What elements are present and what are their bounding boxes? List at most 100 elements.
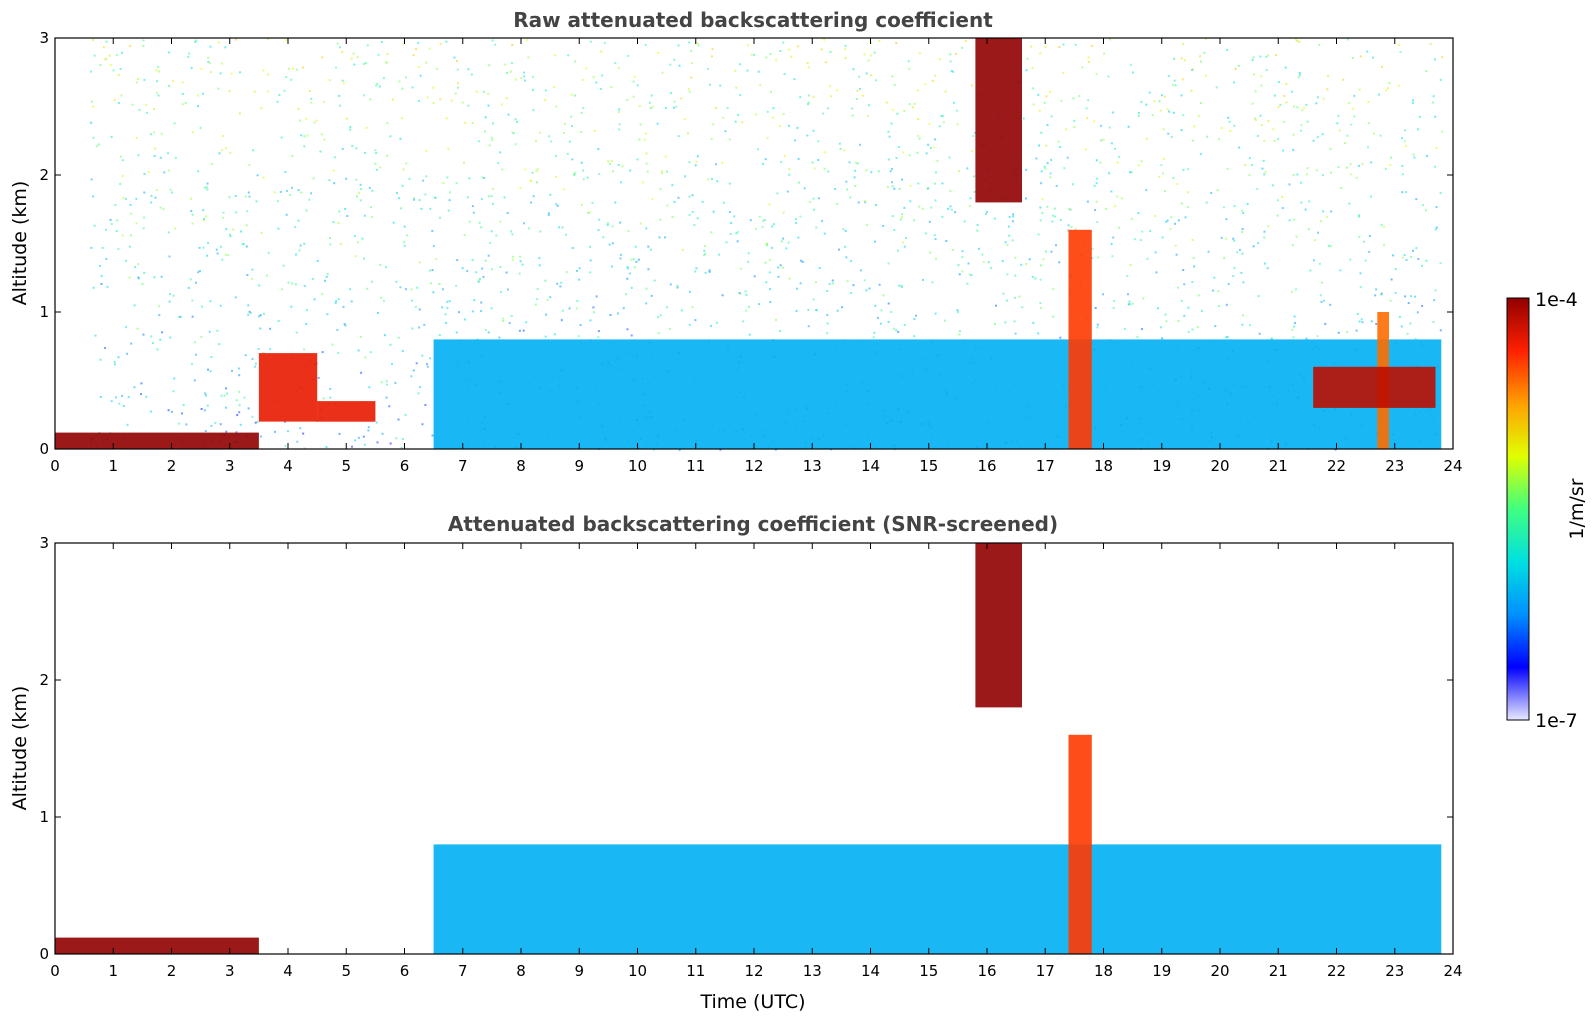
noise-speck <box>1102 138 1105 141</box>
noise-speck <box>1339 269 1342 272</box>
noise-speck <box>1323 299 1325 302</box>
noise-speck <box>1187 306 1190 309</box>
noise-speck <box>1384 168 1387 170</box>
noise-speck <box>1205 38 1207 41</box>
noise-speck <box>870 74 873 77</box>
noise-speck <box>224 147 227 150</box>
noise-speck <box>1139 239 1142 242</box>
noise-speck <box>779 264 782 267</box>
noise-speck <box>1128 300 1131 303</box>
noise-speck <box>1381 65 1384 68</box>
noise-speck <box>1129 303 1132 306</box>
noise-speck <box>1293 218 1296 221</box>
noise-speck <box>483 177 486 179</box>
noise-speck <box>273 430 276 433</box>
noise-speck <box>403 244 406 247</box>
noise-speck <box>1037 332 1040 335</box>
noise-speck <box>893 327 896 330</box>
noise-speck <box>1187 191 1190 194</box>
noise-speck <box>522 222 525 225</box>
noise-speck <box>499 220 502 223</box>
noise-speck <box>1155 271 1158 274</box>
noise-speck <box>1004 321 1007 324</box>
heatmap-feature-cloud <box>975 38 1022 203</box>
noise-speck <box>1401 173 1404 176</box>
noise-speck <box>399 286 402 289</box>
noise-speck <box>449 191 451 194</box>
noise-speck <box>1127 125 1130 128</box>
noise-speck <box>673 100 676 103</box>
noise-speck <box>518 272 521 275</box>
noise-speck <box>254 421 257 424</box>
noise-speck <box>422 179 425 182</box>
noise-speck <box>1252 56 1255 59</box>
noise-speck <box>114 363 116 366</box>
noise-speck <box>156 348 159 351</box>
noise-speck <box>770 246 773 249</box>
noise-speck <box>545 313 548 316</box>
noise-speck <box>198 270 201 272</box>
noise-speck <box>539 131 541 134</box>
noise-speck <box>1037 233 1040 236</box>
noise-speck <box>375 421 378 424</box>
noise-speck <box>874 79 877 82</box>
noise-speck <box>1226 167 1229 170</box>
noise-speck <box>1034 277 1037 280</box>
noise-speck <box>198 246 201 249</box>
noise-speck <box>829 51 832 53</box>
x-tick-label: 11 <box>686 962 705 980</box>
noise-speck <box>228 196 231 199</box>
noise-speck <box>419 386 422 389</box>
noise-speck <box>597 229 600 232</box>
noise-speck <box>539 230 542 233</box>
y-tick-label: 1 <box>39 303 49 321</box>
noise-speck <box>291 154 294 157</box>
noise-speck <box>367 429 370 432</box>
noise-speck <box>793 78 796 80</box>
heatmap-feature-surface-layer <box>55 937 259 954</box>
noise-speck <box>1382 225 1385 228</box>
noise-speck <box>378 85 381 88</box>
noise-speck <box>970 274 973 277</box>
noise-speck <box>1118 226 1120 229</box>
noise-speck <box>238 411 241 414</box>
noise-speck <box>231 369 233 372</box>
noise-speck <box>665 306 668 309</box>
noise-speck <box>276 200 279 203</box>
noise-speck <box>574 60 577 63</box>
noise-speck <box>1140 160 1143 163</box>
noise-speck <box>1154 215 1157 217</box>
noise-speck <box>1295 38 1298 41</box>
noise-speck <box>343 323 346 326</box>
noise-speck <box>214 421 217 424</box>
noise-speck <box>1149 230 1152 233</box>
noise-speck <box>1038 144 1040 147</box>
noise-speck <box>902 241 905 244</box>
noise-speck <box>656 122 659 125</box>
noise-speck <box>844 229 847 232</box>
noise-speck <box>396 192 398 194</box>
noise-speck <box>394 381 397 384</box>
noise-speck <box>125 326 128 329</box>
noise-speck <box>759 84 762 87</box>
noise-speck <box>958 333 961 336</box>
noise-speck <box>916 151 919 154</box>
noise-speck <box>812 197 815 200</box>
noise-speck <box>873 51 876 54</box>
noise-speck <box>313 298 316 301</box>
noise-speck <box>444 313 447 316</box>
noise-speck <box>126 352 129 355</box>
noise-speck <box>964 39 967 42</box>
noise-speck <box>1401 137 1403 140</box>
noise-speck <box>824 61 827 64</box>
noise-speck <box>1394 291 1397 294</box>
noise-speck <box>1433 58 1436 61</box>
noise-speck <box>1404 129 1406 132</box>
noise-speck <box>109 218 112 221</box>
noise-speck <box>350 57 353 60</box>
noise-speck <box>1283 95 1286 97</box>
noise-speck <box>479 277 481 280</box>
noise-speck <box>745 293 748 296</box>
noise-speck <box>1166 219 1169 222</box>
noise-speck <box>577 335 580 338</box>
